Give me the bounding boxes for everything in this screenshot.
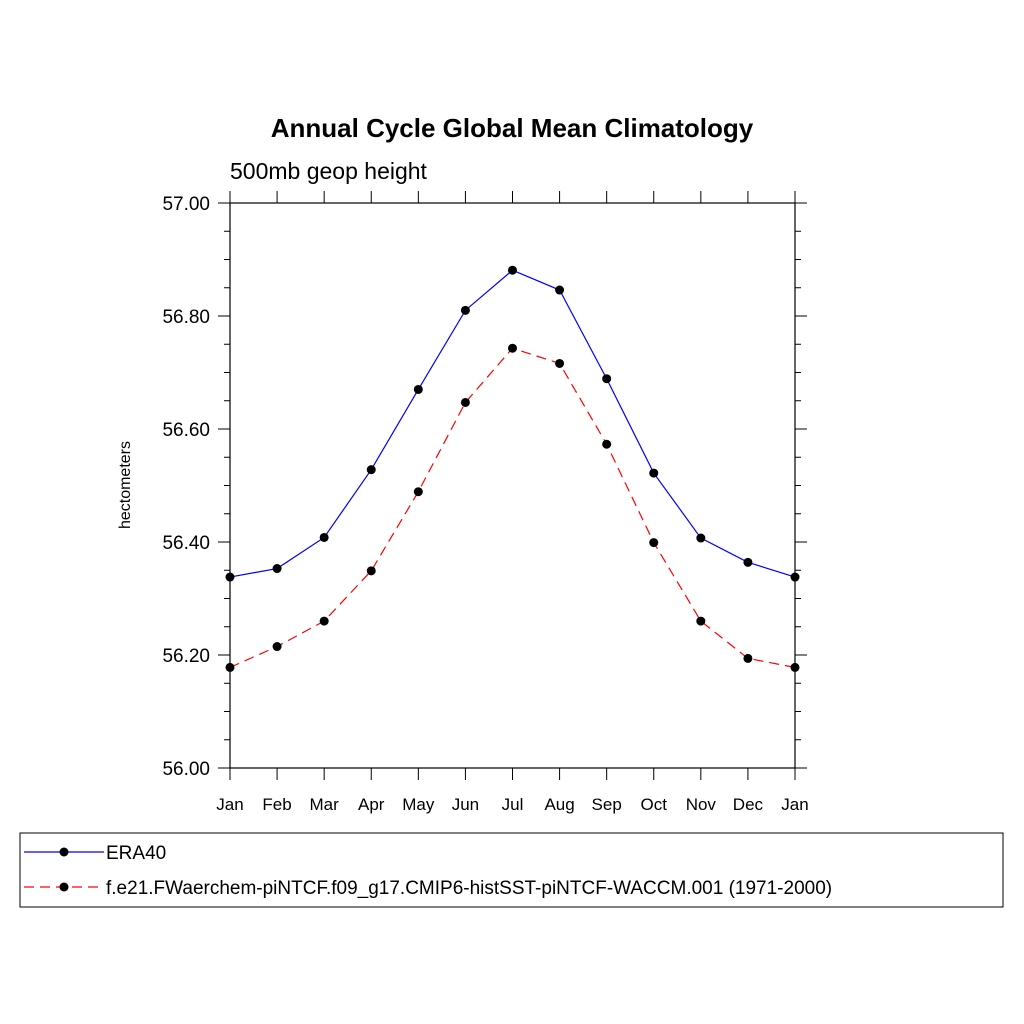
series-2-point (272, 642, 282, 652)
series-1-point (790, 572, 800, 582)
series-1-point (272, 564, 282, 574)
series-layer (225, 265, 800, 672)
series-2-point (366, 566, 376, 576)
series-1-point (413, 384, 423, 394)
y-tick-label: 56.40 (162, 533, 210, 554)
series-1-point (460, 305, 470, 315)
series-1-point (555, 285, 565, 295)
chart-subtitle: 500mb geop height (230, 158, 428, 184)
legend-label-2: f.e21.FWaerchem-piNTCF.f09_g17.CMIP6-his… (106, 878, 832, 899)
series-2-point (555, 358, 565, 368)
series-1-point (225, 572, 235, 582)
legend-marker-2 (59, 882, 69, 892)
series-2-point (460, 397, 470, 407)
series-2-point (225, 662, 235, 672)
x-tick-label: Jan (781, 795, 808, 814)
series-1-point (696, 533, 706, 543)
legend: ERA40 f.e21.FWaerchem-piNTCF.f09_g17.CMIP… (19, 832, 1004, 908)
series-2-point (790, 662, 800, 672)
series-1-point (649, 468, 659, 478)
y-tick-label: 56.80 (162, 307, 210, 328)
y-axis-label: hectometers (117, 441, 134, 529)
x-tick-label: Feb (262, 795, 291, 814)
series-2-point (602, 439, 612, 449)
series-2-point (413, 487, 423, 497)
y-tick-label: 56.20 (162, 646, 210, 667)
y-tick-label: 57.00 (162, 194, 210, 215)
x-tick-label: Aug (544, 795, 574, 814)
plot-axes: 56.00 56.20 56.40 56.60 56.80 57.00 Jan Feb Mar A… (162, 191, 809, 814)
series-1-point (319, 532, 329, 542)
series-1-point (508, 265, 517, 275)
x-tick-label: Jul (502, 795, 524, 814)
legend-marker-1 (59, 847, 69, 857)
series-1-point (602, 374, 612, 384)
x-tick-label: Jun (452, 795, 479, 814)
x-tick-label: Apr (358, 795, 385, 814)
series-line-2 (229, 347, 796, 669)
y-tick-label: 56.00 (162, 759, 210, 780)
series-2-point (508, 343, 517, 353)
x-tick-label: Sep (592, 795, 622, 814)
x-tick-label: Oct (641, 795, 668, 814)
chart-title: Annual Cycle Global Mean Climatology (271, 113, 754, 143)
legend-label-1: ERA40 (106, 843, 166, 864)
y-tick-label: 56.60 (162, 420, 210, 441)
series-1-point (743, 557, 753, 567)
x-tick-label: May (402, 795, 435, 814)
series-1-point (366, 465, 376, 475)
x-tick-label: Jan (216, 795, 243, 814)
series-2-point (649, 538, 659, 548)
series-2-point (319, 616, 329, 626)
legend-box (19, 832, 1004, 908)
plot-frame (229, 202, 796, 769)
series-2-point (696, 616, 706, 626)
series-2-point (743, 653, 753, 663)
x-tick-label: Dec (733, 795, 764, 814)
x-tick-label: Mar (310, 795, 340, 814)
x-tick-label: Nov (686, 795, 717, 814)
series-line-1 (229, 269, 796, 578)
